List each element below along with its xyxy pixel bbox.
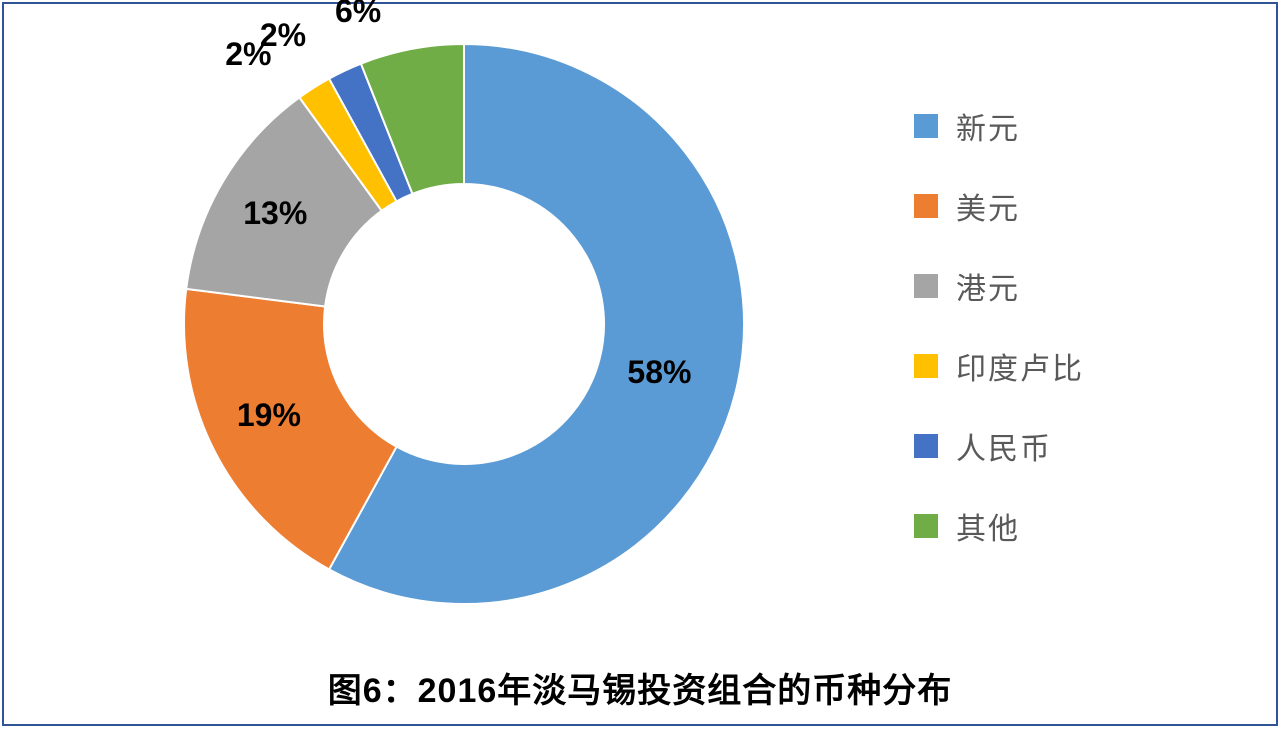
slice-data-label: 13%	[243, 195, 307, 232]
legend-label: 美元	[956, 184, 1020, 228]
legend-swatch	[914, 354, 938, 378]
legend-label: 其他	[956, 504, 1020, 548]
legend: 新元美元港元印度卢比人民币其他	[914, 104, 1214, 584]
legend-swatch	[914, 194, 938, 218]
figure-caption: 图6：2016年淡马锡投资组合的币种分布	[4, 663, 1276, 712]
chart-area: 新元美元港元印度卢比人民币其他 58%19%13%2%2%6%	[4, 4, 1276, 644]
slice-data-label: 2%	[260, 17, 306, 54]
legend-item: 印度卢比	[914, 344, 1214, 388]
slice-data-label: 19%	[237, 397, 301, 434]
legend-item: 人民币	[914, 424, 1214, 468]
legend-label: 港元	[956, 264, 1020, 308]
legend-item: 新元	[914, 104, 1214, 148]
legend-swatch	[914, 274, 938, 298]
legend-label: 印度卢比	[956, 344, 1084, 388]
slice-data-label: 58%	[627, 354, 691, 391]
donut-chart	[84, 14, 844, 634]
legend-swatch	[914, 434, 938, 458]
legend-swatch	[914, 514, 938, 538]
legend-item: 美元	[914, 184, 1214, 228]
legend-swatch	[914, 114, 938, 138]
legend-item: 其他	[914, 504, 1214, 548]
chart-frame: 新元美元港元印度卢比人民币其他 58%19%13%2%2%6% 图6：2016年…	[2, 2, 1278, 726]
legend-label: 新元	[956, 104, 1020, 148]
legend-item: 港元	[914, 264, 1214, 308]
slice-data-label: 6%	[335, 0, 381, 30]
legend-label: 人民币	[956, 424, 1052, 468]
